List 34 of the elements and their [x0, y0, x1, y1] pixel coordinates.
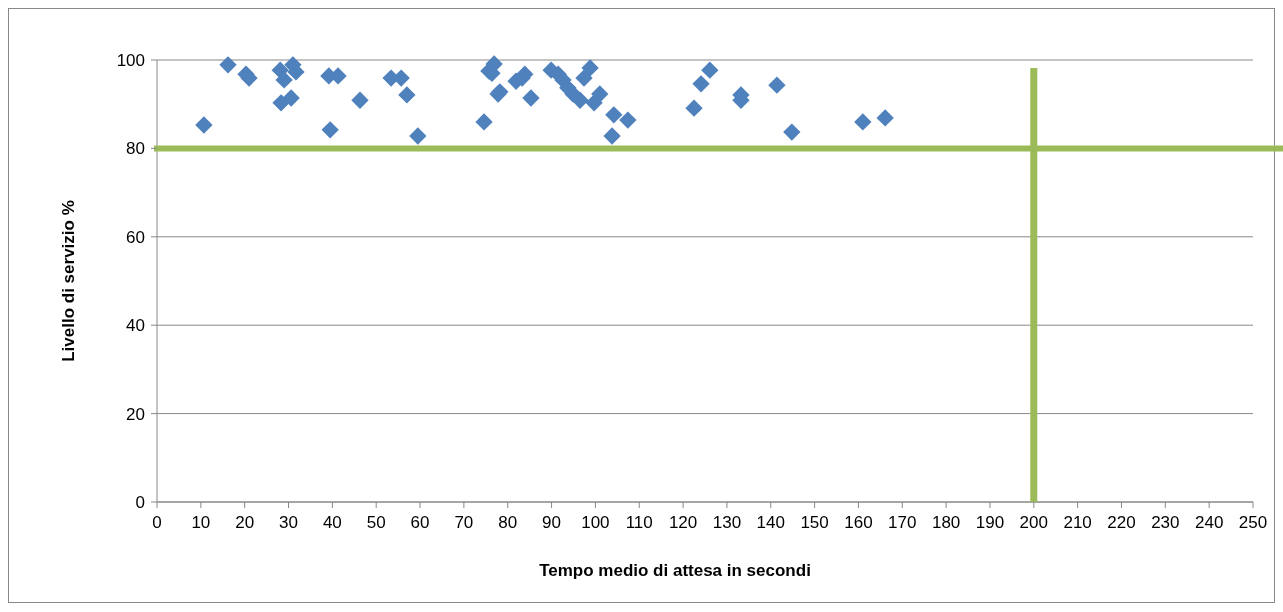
x-tick-label: 140 [756, 513, 785, 532]
y-tick-label: 80 [126, 139, 145, 159]
y-axis-title: Livello di servizio % [59, 200, 78, 362]
y-tick-label: 40 [126, 316, 145, 336]
x-tick-label: 170 [888, 513, 917, 532]
x-tick-label: 30 [279, 513, 298, 532]
x-tick-label: 40 [322, 513, 342, 532]
x-tick-label: 200 [1019, 513, 1048, 532]
x-tick-label: 210 [1063, 513, 1092, 532]
x-tick-label: 20 [235, 513, 255, 532]
x-tick-label: 110 [625, 513, 653, 532]
y-tick-label: 20 [126, 404, 145, 424]
x-tick-label: 100 [581, 513, 610, 532]
x-axis-title: Tempo medio di attesa in secondi [539, 561, 811, 580]
x-tick-label: 70 [454, 513, 474, 532]
x-tick-label: 190 [975, 513, 1005, 532]
x-tick-label: 60 [410, 513, 430, 532]
y-tick-label: 0 [135, 492, 145, 512]
x-tick-label: 80 [498, 513, 518, 532]
x-tick-label: 150 [800, 513, 829, 532]
y-tick-label: 60 [126, 227, 145, 247]
x-tick-label: 220 [1107, 513, 1136, 532]
x-tick-label: 0 [152, 513, 162, 532]
x-tick-label: 230 [1151, 513, 1180, 532]
x-tick-label: 130 [712, 513, 742, 532]
x-tick-label: 160 [844, 513, 873, 532]
x-tick-label: 90 [542, 513, 562, 532]
x-tick-label: 120 [668, 513, 698, 532]
x-tick-label: 180 [931, 513, 961, 532]
y-tick-label: 100 [116, 50, 145, 70]
x-tick-label: 10 [191, 513, 211, 532]
x-tick-label: 50 [366, 513, 386, 532]
x-tick-label: 240 [1194, 513, 1224, 532]
x-tick-label: 250 [1238, 513, 1268, 532]
